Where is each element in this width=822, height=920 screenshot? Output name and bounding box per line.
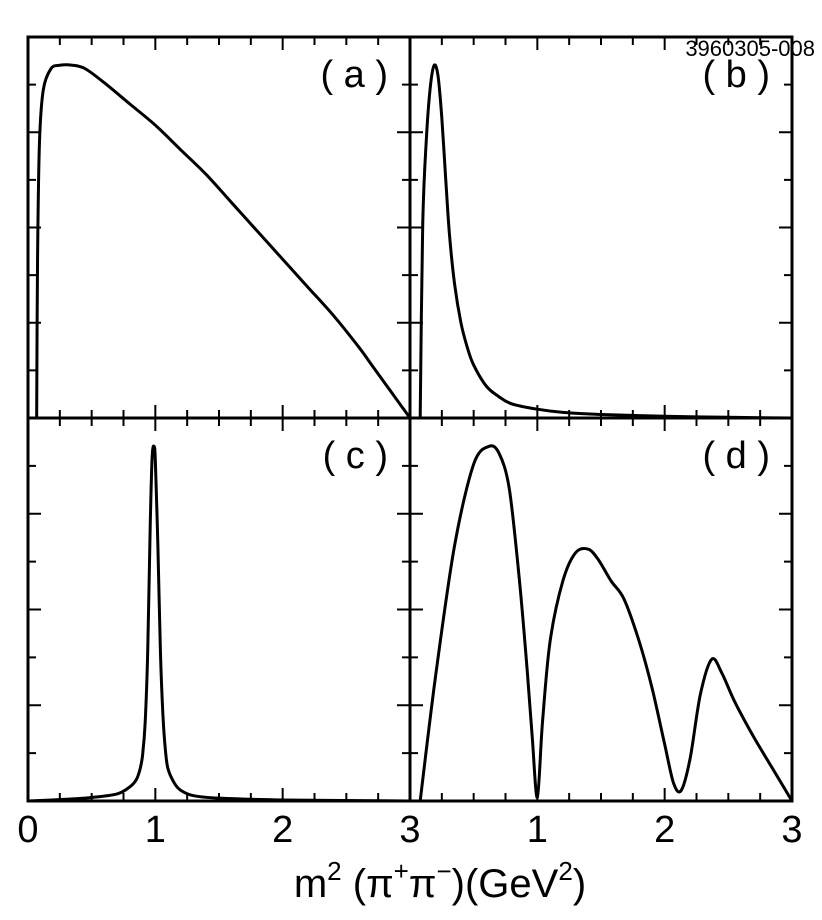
- x-tick-label: 1: [145, 809, 166, 851]
- x-axis-title-sq2: 2: [558, 856, 572, 886]
- x-axis-title-paren: (π: [342, 862, 394, 906]
- panel-d-series-line: [418, 444, 794, 802]
- panel-b: ( b ): [408, 35, 794, 420]
- panel-d-label: ( d ): [702, 435, 770, 477]
- x-tick-label: 2: [272, 809, 293, 851]
- panel-a-series-line: [35, 63, 412, 419]
- panel-a-label: ( a ): [320, 54, 388, 96]
- x-axis-title-pi2: π: [409, 862, 437, 906]
- panel-a: ( a ): [26, 35, 412, 420]
- x-axis-title: m2 (π+π−)(GeV2): [294, 856, 586, 906]
- x-axis-title-m: m: [294, 862, 327, 906]
- x-tick-label: 3: [781, 809, 802, 851]
- x-tick-label: 1: [527, 809, 548, 851]
- x-axis-title-plus: +: [394, 856, 409, 886]
- panel-b-series-line: [418, 63, 793, 420]
- x-axis-title-minus: −: [436, 856, 451, 886]
- panel-b-label: ( b ): [702, 54, 770, 96]
- panel-c-label: ( c ): [323, 435, 388, 477]
- x-axis-title-sq: 2: [327, 856, 341, 886]
- panel-c: ( c ): [26, 416, 412, 803]
- x-tick-label: 3: [399, 809, 420, 851]
- x-tick-label: 2: [654, 809, 675, 851]
- x-axis-title-end: ): [573, 862, 586, 906]
- panel-c-series-line: [27, 444, 411, 803]
- x-axis-title-close: )(GeV: [452, 862, 559, 906]
- x-tick-labels: 0 1 2 3 1 2 3: [17, 809, 802, 851]
- panel-d: ( d ): [408, 416, 794, 803]
- x-tick-label: 0: [17, 809, 38, 851]
